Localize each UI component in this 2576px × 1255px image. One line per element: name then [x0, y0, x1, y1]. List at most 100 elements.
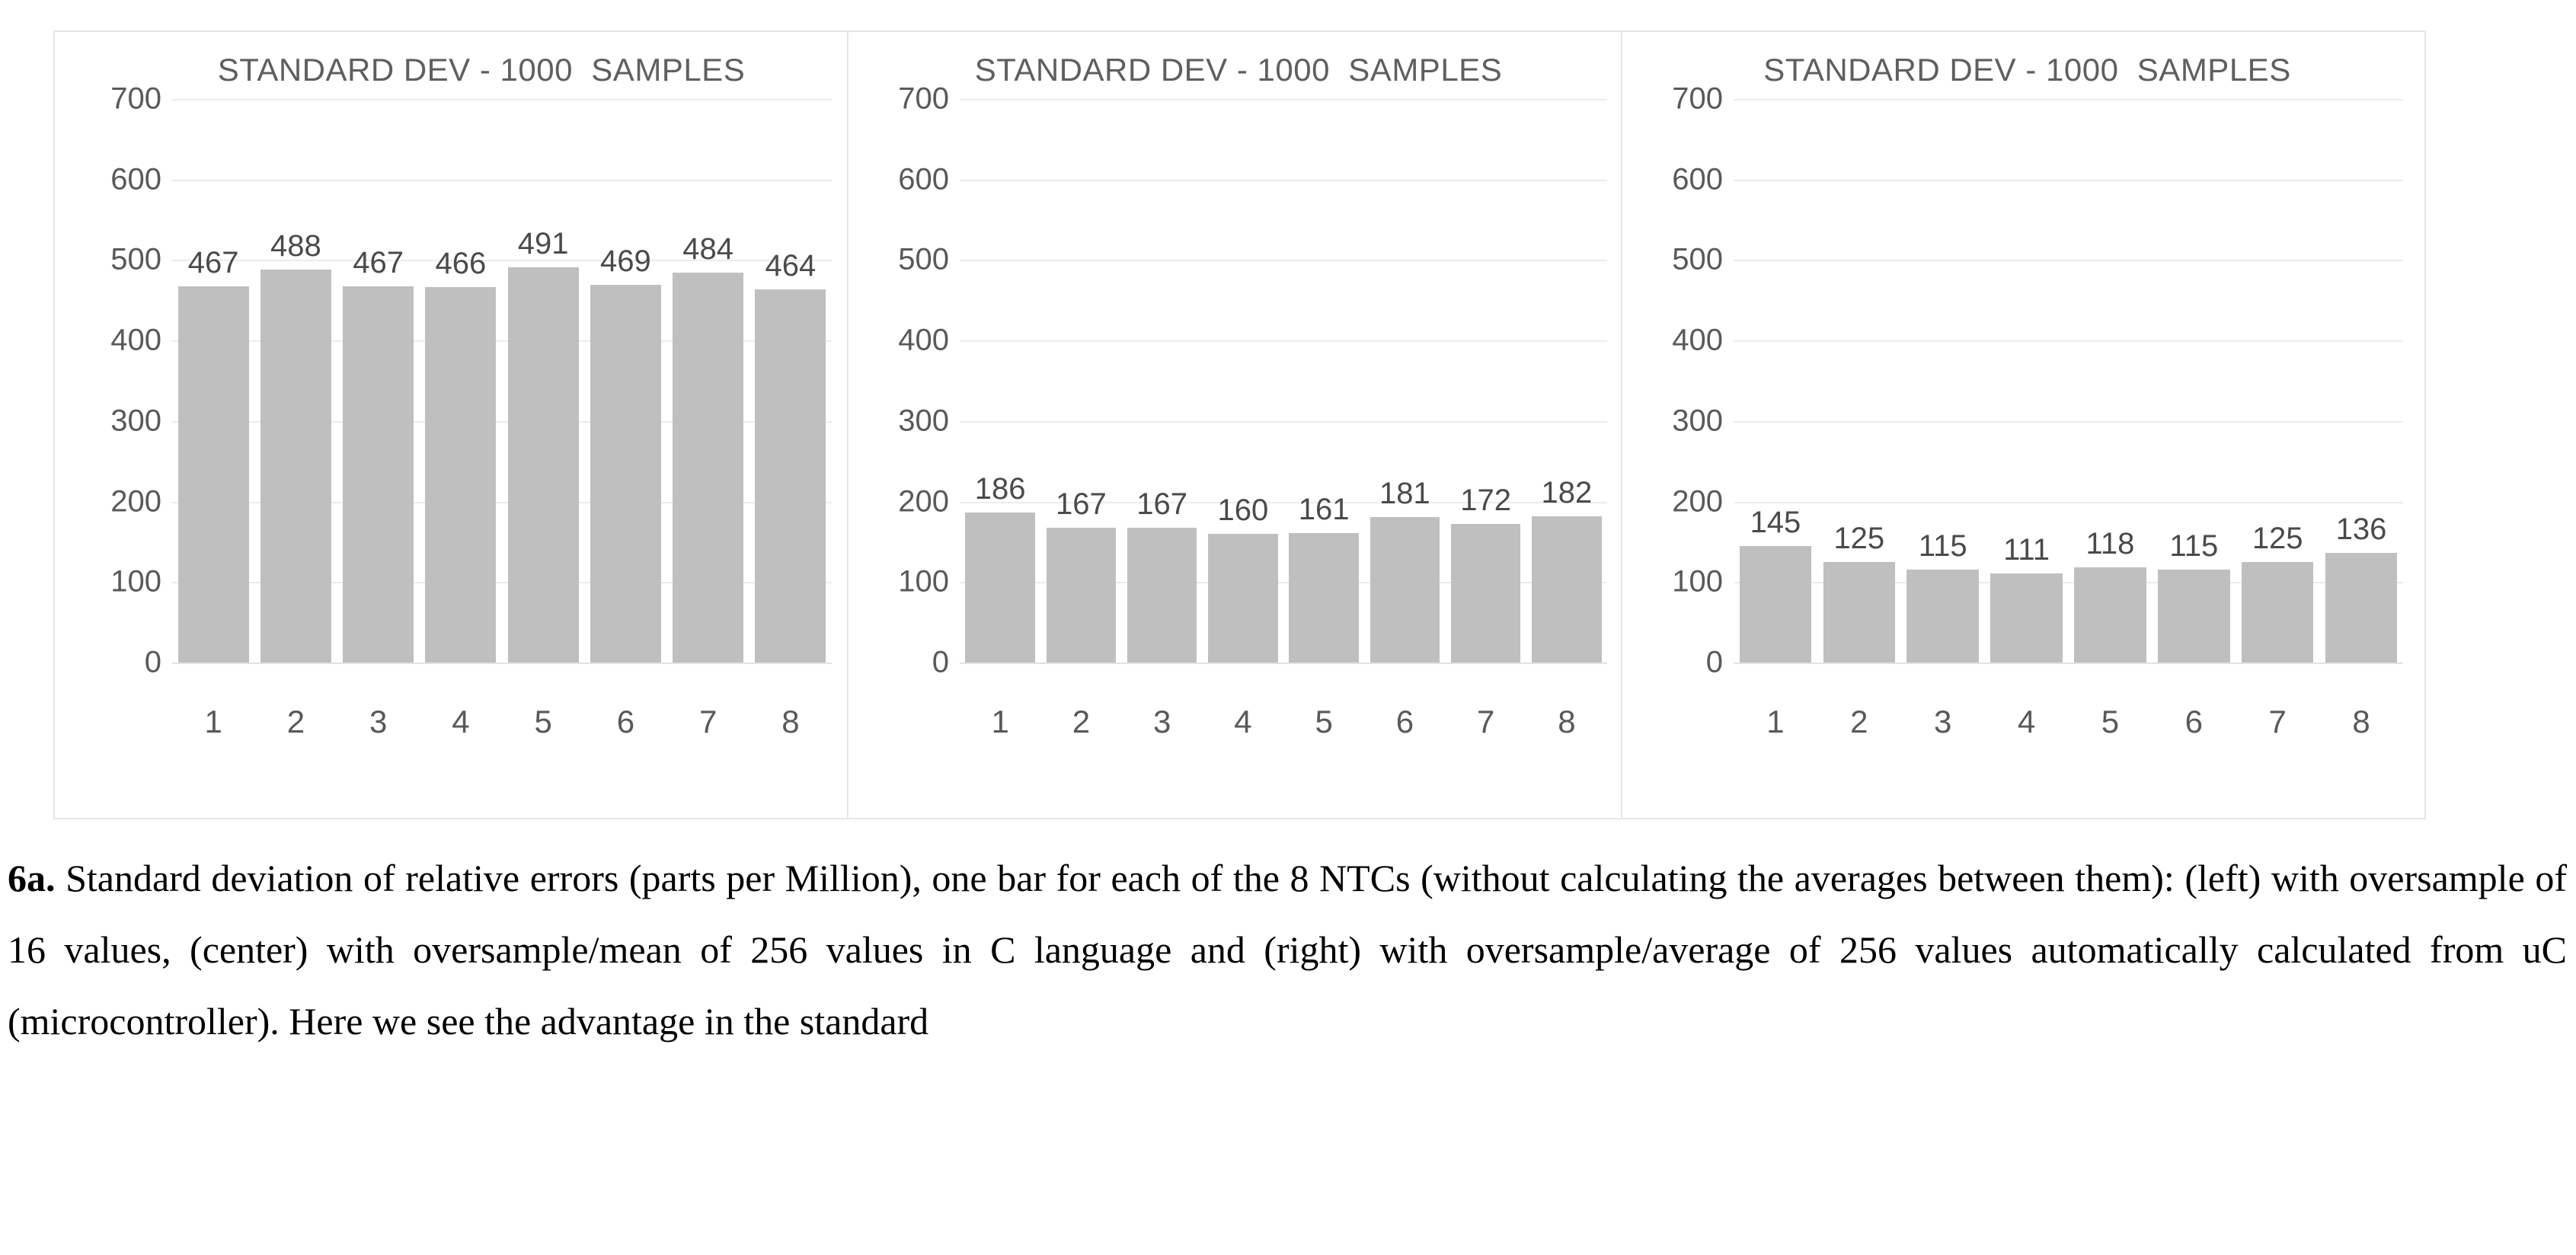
- x-tick-label: 8: [1558, 704, 1576, 739]
- bar: [1739, 545, 1812, 663]
- bar: [673, 273, 744, 663]
- bar: [343, 286, 414, 663]
- x-tick-label: 7: [2268, 704, 2287, 739]
- y-tick-label: 500: [110, 242, 161, 276]
- bar: [2325, 553, 2398, 663]
- chart-panel-right: STANDARD DEV - 1000 SAMPLES 700 600 500 400…: [1622, 32, 2424, 818]
- bar-slot: 111: [1985, 99, 2069, 663]
- bar-value-label: 469: [600, 244, 651, 279]
- x-tick-label: 2: [1850, 704, 1868, 739]
- bar-value-label: 125: [1833, 521, 1885, 555]
- bar-slot: 491: [502, 99, 584, 663]
- y-tick-label: 0: [1705, 645, 1723, 679]
- plot-area-left: 467 488 467 466 491 469 484 464 1 2 3 4 5 6 7 8: [172, 99, 832, 818]
- gridlines-right: [1734, 99, 2403, 664]
- gridline: [960, 260, 1607, 262]
- bar-slot: 467: [172, 99, 254, 663]
- gridline: [1734, 260, 2403, 262]
- bar: [425, 287, 497, 663]
- bar: [1823, 561, 1896, 663]
- bar-slot: 186: [960, 99, 1040, 663]
- x-tick-label: 2: [286, 704, 305, 739]
- bar: [1369, 516, 1440, 663]
- bar-value-label: 464: [765, 248, 817, 283]
- chart-title-left: STANDARD DEV - 1000 SAMPLES: [217, 52, 746, 88]
- bar-value-label: 161: [1298, 492, 1350, 526]
- bar-slot: 464: [749, 99, 832, 663]
- bar-slot: 125: [2236, 99, 2319, 663]
- bar-value-label: 491: [517, 226, 569, 260]
- y-tick-label: 400: [110, 323, 161, 357]
- bar-slot: 467: [337, 99, 420, 663]
- bar: [1127, 528, 1197, 663]
- gridline: [960, 501, 1607, 503]
- x-tick-label: 4: [2017, 704, 2036, 739]
- y-tick-label: 400: [1672, 323, 1723, 357]
- bar: [507, 267, 579, 663]
- plot-area-center: 186 167 167 160 161 181 172 182 1 2 3 4 5 6 7 8: [960, 99, 1607, 818]
- bar-value-label: 488: [270, 229, 321, 263]
- bar: [260, 270, 331, 663]
- y-tick-label: 0: [144, 645, 161, 679]
- y-tick-label: 300: [898, 404, 949, 438]
- gridline: [172, 99, 832, 101]
- bar-value-label: 484: [682, 232, 733, 267]
- x-tick-label: 4: [1234, 704, 1252, 739]
- y-tick-label: 700: [110, 81, 161, 116]
- bar-slot: 488: [254, 99, 337, 663]
- bar-slot: 167: [1122, 99, 1203, 663]
- x-tick-label: 3: [369, 704, 388, 739]
- gridline: [1734, 582, 2403, 584]
- bar-value-label: 136: [2335, 513, 2387, 547]
- plot-wrap-left: 700 600 500 400 300 200 100 0 467 488 467 466 491 46…: [55, 82, 847, 818]
- figure-caption: 6a. Standard deviation of relative error…: [8, 842, 2567, 1057]
- bar-value-label: 125: [2252, 521, 2303, 555]
- gridline: [960, 340, 1607, 343]
- x-axis-right: 1 2 3 4 5 6 7 8: [1734, 663, 2403, 754]
- bar-slot: 181: [1364, 99, 1445, 663]
- bar-slot: 484: [667, 99, 749, 663]
- bar-slot: 161: [1283, 99, 1364, 663]
- bar-slot: 115: [1901, 99, 1985, 663]
- gridline: [172, 582, 832, 584]
- bar-value-label: 181: [1379, 476, 1430, 510]
- gridline: [172, 340, 832, 343]
- figure-chart-strip: STANDARD DEV - 1000 SAMPLES 700 600 500 400…: [53, 30, 2426, 819]
- bar: [965, 513, 1035, 663]
- y-tick-label: 600: [110, 162, 161, 196]
- caption-number: 6a.: [8, 857, 56, 899]
- bar-value-label: 182: [1541, 475, 1593, 509]
- bar: [755, 289, 826, 663]
- bar-slot: 182: [1526, 99, 1607, 663]
- x-tick-label: 6: [1395, 704, 1414, 739]
- y-axis-right: 700 600 500 400 300 200 100 0: [1633, 82, 1723, 818]
- y-tick-label: 0: [932, 645, 949, 679]
- bar-slot: 167: [1040, 99, 1121, 663]
- bar: [2158, 570, 2230, 663]
- y-tick-label: 300: [110, 404, 161, 438]
- y-axis-center: 700 600 500 400 300 200 100 0: [859, 82, 949, 818]
- bar: [1208, 533, 1278, 663]
- bar-value-label: 167: [1056, 487, 1107, 522]
- gridline: [1734, 179, 2403, 181]
- bar-slot: 466: [420, 99, 502, 663]
- x-tick-label: 1: [1766, 704, 1785, 739]
- bar: [1450, 524, 1521, 663]
- x-axis-left: 1 2 3 4 5 6 7 8: [172, 663, 832, 754]
- gridlines-left: [172, 99, 832, 664]
- bar-value-label: 145: [1750, 505, 1801, 539]
- gridline: [960, 99, 1607, 101]
- bar: [2074, 567, 2146, 663]
- x-axis-center: 1 2 3 4 5 6 7 8: [960, 663, 1607, 754]
- bar-value-label: 467: [187, 246, 239, 280]
- y-tick-label: 200: [1672, 484, 1723, 519]
- gridline: [172, 260, 832, 262]
- y-tick-label: 100: [898, 564, 949, 599]
- bar-slot: 145: [1734, 99, 1817, 663]
- y-tick-label: 500: [898, 242, 949, 276]
- x-tick-label: 6: [616, 704, 635, 739]
- bar-slot: 115: [2152, 99, 2236, 663]
- bars-center: 186 167 167 160 161 181 172 182: [960, 99, 1607, 663]
- gridline: [1734, 99, 2403, 101]
- y-tick-label: 600: [898, 162, 949, 196]
